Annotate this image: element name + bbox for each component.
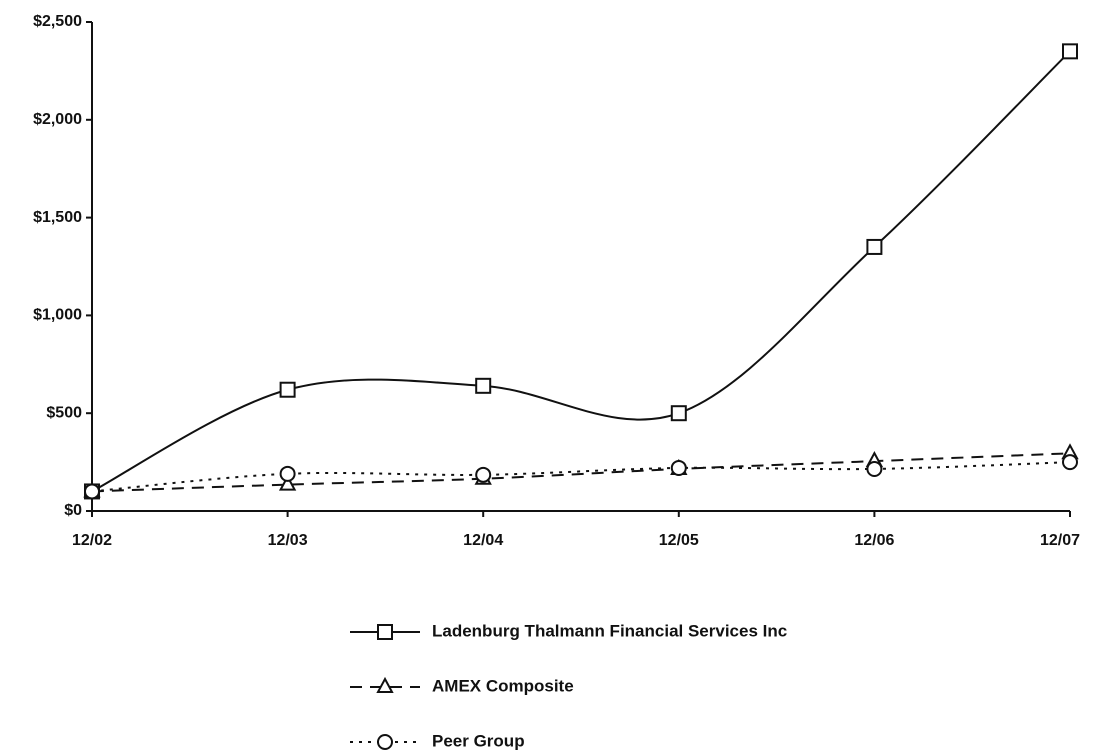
marker-circle <box>866 460 883 477</box>
y-tick-label: $1,500 <box>33 209 82 226</box>
marker-circle <box>84 483 100 500</box>
marker-circle <box>279 465 296 482</box>
marker-circle <box>1062 454 1078 471</box>
marker-square <box>670 405 687 422</box>
y-tick-label: $2,500 <box>33 13 82 30</box>
x-tick-label: 12/05 <box>659 532 699 549</box>
marker-circle <box>670 459 687 476</box>
marker-circle <box>475 466 492 483</box>
series-line <box>91 50 1071 493</box>
y-tick-label: $0 <box>64 502 82 519</box>
x-tick-label: 12/07 <box>1040 532 1080 549</box>
x-tick-label: 12/06 <box>854 532 894 549</box>
marker-square <box>866 238 883 255</box>
legend-text: Peer Group <box>432 731 525 750</box>
x-tick-label: 12/04 <box>463 532 503 549</box>
y-tick-label: $2,000 <box>33 111 82 128</box>
marker-square <box>279 381 296 398</box>
marker-square <box>377 624 393 640</box>
legend-text: Ladenburg Thalmann Financial Services In… <box>432 621 787 640</box>
x-tick-label: 12/03 <box>268 532 308 549</box>
marker-square <box>475 377 492 394</box>
y-tick-label: $500 <box>46 404 82 421</box>
marker-triangle <box>376 676 394 693</box>
series-line <box>91 452 1071 493</box>
marker-circle <box>377 734 393 750</box>
legend-text: AMEX Composite <box>432 676 574 695</box>
marker-triangle <box>278 474 297 491</box>
x-tick-label: 12/02 <box>72 532 112 549</box>
y-tick-label: $1,000 <box>33 307 82 324</box>
marker-square <box>1062 43 1078 60</box>
